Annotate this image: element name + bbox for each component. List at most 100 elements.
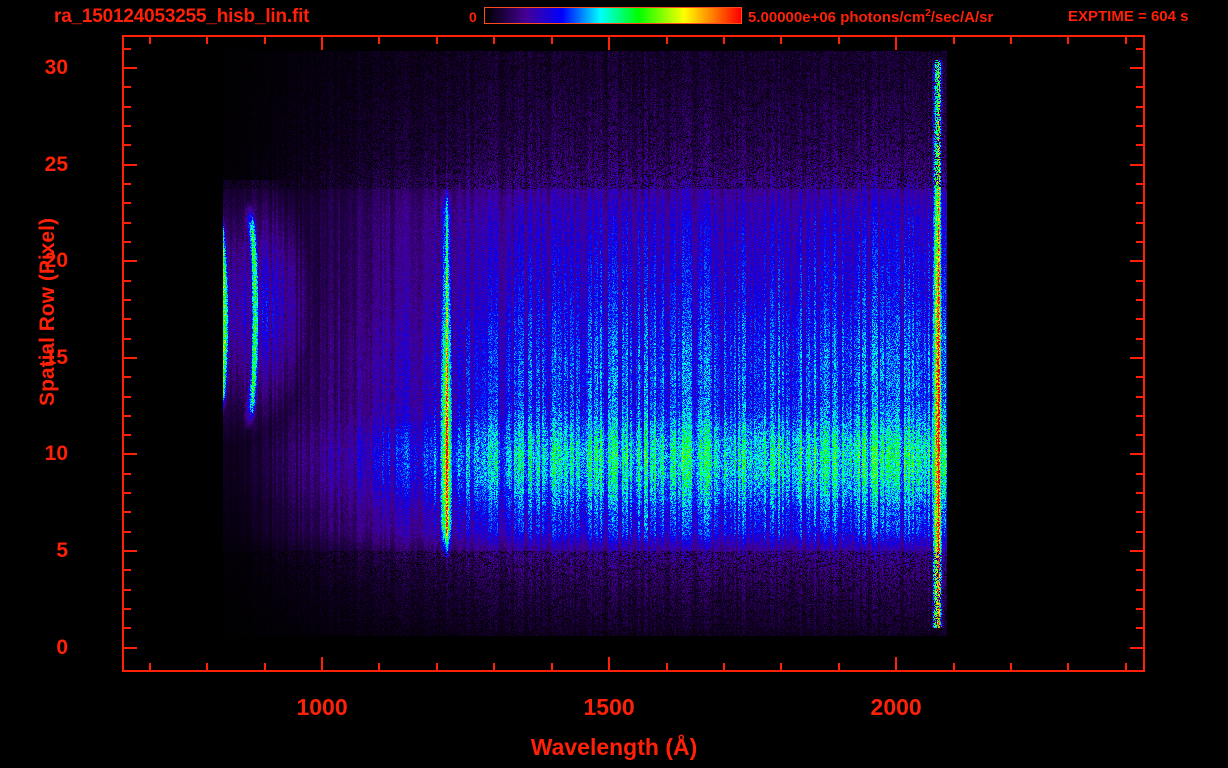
y-axis-tick	[1130, 453, 1143, 456]
y-axis-tick	[1136, 240, 1143, 243]
y-axis-tick	[1136, 608, 1143, 611]
y-axis-tick	[124, 86, 131, 89]
y-axis-tick	[124, 414, 131, 417]
x-axis-tick	[1067, 37, 1070, 44]
x-axis-tick	[608, 657, 611, 670]
y-axis-tick-label: 15	[44, 345, 68, 369]
y-axis-tick	[124, 511, 131, 514]
x-axis-tick	[837, 663, 840, 670]
y-axis-tick	[1136, 202, 1143, 205]
x-axis-tick	[780, 37, 783, 44]
x-axis-tick	[263, 663, 266, 670]
y-axis-tick	[1136, 318, 1143, 321]
x-axis-tick	[206, 663, 209, 670]
y-axis-tick	[1136, 86, 1143, 89]
y-axis-tick	[1130, 356, 1143, 359]
x-axis-tick	[1009, 37, 1012, 44]
y-axis-tick	[1136, 298, 1143, 301]
y-axis-tick	[124, 356, 137, 359]
y-axis-tick	[124, 221, 131, 224]
y-axis-title: Spatial Row (Pixel)	[36, 218, 59, 406]
colorbar-min-label: 0	[469, 9, 477, 25]
y-axis-tick	[1136, 511, 1143, 514]
x-axis-tick-label: 1000	[296, 694, 348, 720]
y-axis-tick-label: 0	[56, 635, 68, 659]
colorbar-max-value: 5.00000e+06	[748, 9, 837, 26]
x-axis-tick	[1067, 663, 1070, 670]
x-axis-tick-label: 1500	[583, 694, 635, 720]
x-axis-tick	[1009, 663, 1012, 670]
x-axis-tick	[435, 37, 438, 44]
y-axis-tick	[124, 434, 131, 437]
x-axis-tick	[206, 37, 209, 44]
x-axis-tick	[895, 37, 898, 50]
y-axis-tick	[124, 530, 131, 533]
x-axis-tick	[550, 663, 553, 670]
x-axis-tick	[435, 663, 438, 670]
x-axis-tick	[493, 37, 496, 44]
y-axis-tick	[1130, 163, 1143, 166]
x-axis-tick	[895, 657, 898, 670]
x-axis-tick	[608, 37, 611, 50]
y-axis-tick	[1136, 47, 1143, 50]
x-axis-tick	[263, 37, 266, 44]
y-axis-tick	[1136, 627, 1143, 630]
y-axis-tick-label: 20	[44, 249, 68, 273]
page-title: ra_150124053255_hisb_lin.fit	[54, 6, 310, 27]
y-axis-tick	[124, 569, 131, 572]
y-axis-tick	[124, 472, 131, 475]
y-axis-tick	[1136, 337, 1143, 340]
x-axis-tick	[952, 37, 955, 44]
y-axis-tick	[1130, 550, 1143, 553]
y-axis-tick	[124, 124, 131, 127]
x-axis-tick	[378, 37, 381, 44]
y-axis-tick	[1136, 105, 1143, 108]
x-axis-tick	[493, 663, 496, 670]
x-axis-tick	[780, 663, 783, 670]
x-axis-tick	[378, 663, 381, 670]
y-axis-tick	[124, 260, 137, 263]
y-axis-tick	[124, 395, 131, 398]
y-axis-tick	[1136, 376, 1143, 379]
x-axis-tick	[148, 663, 151, 670]
y-axis-tick	[124, 163, 137, 166]
y-axis-tick	[124, 202, 131, 205]
x-axis-tick	[722, 37, 725, 44]
x-axis-tick	[550, 37, 553, 44]
y-axis-tick	[124, 240, 131, 243]
x-axis-tick	[321, 657, 324, 670]
x-axis-tick-label: 2000	[870, 694, 922, 720]
y-axis-tick	[124, 627, 131, 630]
y-axis-tick	[1130, 646, 1143, 649]
y-axis-tick	[124, 47, 131, 50]
y-axis-tick	[124, 298, 131, 301]
y-axis-tick	[124, 588, 131, 591]
x-axis-tick	[1124, 663, 1127, 670]
x-axis-tick	[665, 37, 668, 44]
y-axis-tick	[1136, 569, 1143, 572]
y-axis-tick	[1136, 434, 1143, 437]
y-axis-tick	[124, 105, 131, 108]
colorbar-unit-suffix: /sec/A/sr	[930, 9, 994, 26]
y-axis-tick	[124, 550, 137, 553]
y-axis-tick-label: 10	[44, 442, 68, 466]
y-axis-tick	[1136, 182, 1143, 185]
x-axis-tick	[837, 37, 840, 44]
y-axis-tick	[1130, 260, 1143, 263]
colorbar	[484, 7, 742, 24]
y-axis-tick	[1136, 221, 1143, 224]
x-axis-tick	[722, 663, 725, 670]
y-axis-tick	[124, 144, 131, 147]
y-axis-tick	[1136, 472, 1143, 475]
x-axis-tick	[952, 663, 955, 670]
y-axis-tick-label: 25	[44, 152, 68, 176]
y-axis-tick	[1136, 414, 1143, 417]
x-axis-tick	[1124, 37, 1127, 44]
y-axis-tick	[124, 608, 131, 611]
spectrogram-image-area	[124, 37, 1143, 670]
y-axis-tick	[124, 646, 137, 649]
x-axis-tick	[148, 37, 151, 44]
colorbar-unit-exponent: 2	[925, 8, 931, 19]
y-axis-tick	[1136, 144, 1143, 147]
